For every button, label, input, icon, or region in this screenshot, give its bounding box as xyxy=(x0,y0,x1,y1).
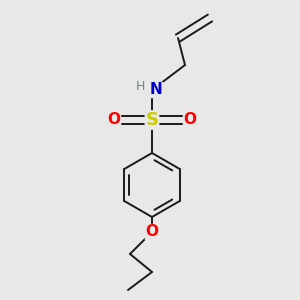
Text: S: S xyxy=(146,111,158,129)
Text: O: O xyxy=(184,112,196,128)
Text: H: H xyxy=(135,80,145,92)
Text: N: N xyxy=(150,82,162,98)
Text: O: O xyxy=(107,112,121,128)
Text: O: O xyxy=(146,224,158,239)
